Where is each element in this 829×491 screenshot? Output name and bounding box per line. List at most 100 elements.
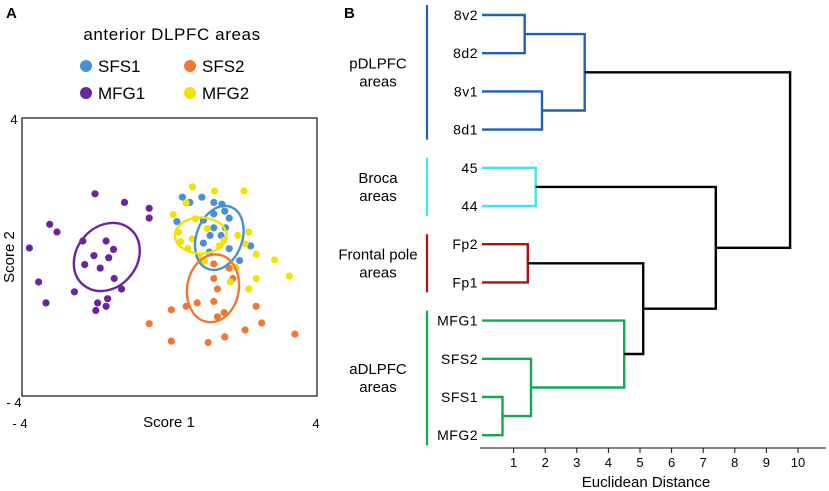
point-mfg2 (234, 231, 242, 240)
dendrogram-branch-5 (482, 395, 504, 437)
ellipse-mfg1 (72, 221, 141, 293)
scatter-marks (25, 183, 299, 347)
group-label-3-line-1: areas (359, 379, 397, 396)
dendrogram-branch-7 (482, 319, 626, 389)
legend-label-mfg2: MFG2 (202, 84, 249, 103)
point-mfg2 (188, 183, 196, 191)
point-mfg1 (109, 245, 118, 253)
leaf-label-sfs1: SFS1 (441, 389, 478, 405)
point-mfg2 (210, 187, 219, 195)
point-mfg1 (81, 261, 89, 269)
dendrogram-branch-9 (535, 185, 717, 310)
point-sfs2 (252, 302, 260, 310)
point-mfg2 (252, 250, 260, 258)
dendrogram-branch-1 (482, 90, 544, 131)
group-label-0-line-1: areas (359, 73, 397, 90)
x-tick-label-2: 2 (542, 455, 549, 470)
point-mfg1 (120, 198, 129, 206)
point-mfg1 (118, 285, 126, 293)
scatter-title: anterior DLPFC areas (83, 25, 260, 44)
point-mfg1 (145, 204, 153, 212)
y-tick-bottom: - 4 (6, 395, 21, 410)
group-label-2-line-1: areas (359, 264, 397, 281)
point-mfg1 (105, 254, 113, 262)
x-tick-label-7: 7 (700, 455, 707, 470)
point-sfs2 (213, 313, 221, 321)
ellipse-sfs2 (185, 253, 241, 324)
scatter-ellipses (72, 204, 245, 324)
group-label-3-line-0: aDLPFC (349, 361, 407, 378)
leaf-label-8d1: 8d1 (453, 122, 478, 138)
point-mfg1 (90, 252, 98, 260)
point-sfs1 (210, 210, 218, 218)
point-mfg2 (285, 272, 293, 280)
leaf-label-44: 44 (461, 198, 478, 214)
point-mfg2 (241, 240, 249, 248)
point-sfs1 (210, 198, 218, 206)
point-mfg1 (91, 190, 99, 198)
point-sfs1 (198, 193, 206, 201)
point-sfs2 (225, 264, 233, 272)
point-sfs1 (221, 207, 229, 215)
group-label-1-line-0: Broca (358, 170, 398, 187)
point-sfs2 (210, 274, 218, 283)
point-sfs1 (247, 242, 255, 250)
point-sfs2 (210, 260, 218, 268)
point-sfs2 (167, 337, 175, 345)
point-sfs2 (193, 299, 201, 307)
x-tick-label-3: 3 (573, 455, 580, 470)
dendrogram-x-axis-label: Euclidean Distance (582, 474, 710, 491)
x-tick-label-5: 5 (636, 455, 643, 470)
point-sfs1 (236, 256, 244, 265)
leaf-label-fp1: Fp1 (452, 274, 478, 290)
legend-marker-sfs2 (184, 60, 196, 72)
group-label-1-line-1: areas (359, 188, 397, 205)
point-sfs2 (221, 333, 229, 341)
group-label-2-line-0: Frontal pole (338, 246, 417, 263)
leaf-labels: 8v2 8d2 8v1 8d1 45 44 Fp2 Fp1 MFG1 SFS2 SFS1 MFG2 (437, 7, 478, 443)
leaf-label-mfg1: MFG1 (437, 313, 478, 329)
point-mfg1 (102, 302, 110, 310)
point-mfg2 (226, 278, 234, 286)
ellipse-mfg2 (173, 216, 228, 255)
point-sfs1 (210, 224, 218, 232)
leaf-label-sfs2: SFS2 (441, 351, 478, 367)
point-mfg2 (245, 228, 253, 236)
point-sfs2 (291, 330, 299, 338)
scatter-plot-frame (21, 117, 318, 397)
legend-marker-sfs1 (80, 60, 92, 72)
point-mfg1 (104, 295, 112, 303)
x-tick-label-10: 10 (791, 455, 805, 470)
dendrogram-branch-0 (482, 13, 526, 55)
point-mfg2 (169, 211, 177, 219)
dendrogram-branch-3 (482, 166, 537, 208)
x-axis-label: Score 1 (143, 414, 195, 431)
point-mfg1 (35, 278, 43, 286)
point-mfg2 (203, 224, 211, 233)
legend-label-mfg1: MFG1 (98, 84, 145, 103)
x-tick-label-4: 4 (605, 455, 612, 470)
leaf-label-8d2: 8d2 (453, 45, 478, 61)
point-mfg2 (240, 187, 248, 195)
panel-b-label: B (344, 5, 355, 22)
point-sfs1 (173, 218, 181, 226)
x-tick-label-6: 6 (668, 455, 675, 470)
leaf-label-45: 45 (461, 160, 478, 176)
dendrogram-x-ticks: 1 2 3 4 5 6 7 8 9 10 (510, 448, 805, 470)
point-mfg1 (70, 288, 78, 296)
point-sfs2 (204, 338, 212, 347)
x-tick-left: - 4 (12, 416, 27, 431)
point-sfs1 (206, 231, 214, 240)
dendrogram-branch-2 (524, 32, 586, 112)
legend-marker-mfg2 (184, 87, 196, 99)
panel-a-label: A (6, 5, 17, 22)
y-tick-top: 4 (10, 112, 17, 127)
point-sfs2 (258, 319, 266, 327)
legend-label-sfs2: SFS2 (202, 57, 245, 76)
scatter-legend: SFS1 SFS2 MFG1 MFG2 (80, 57, 249, 103)
group-label-0-line-0: pDLPFC (349, 55, 407, 72)
leaf-label-8v2: 8v2 (454, 7, 478, 23)
